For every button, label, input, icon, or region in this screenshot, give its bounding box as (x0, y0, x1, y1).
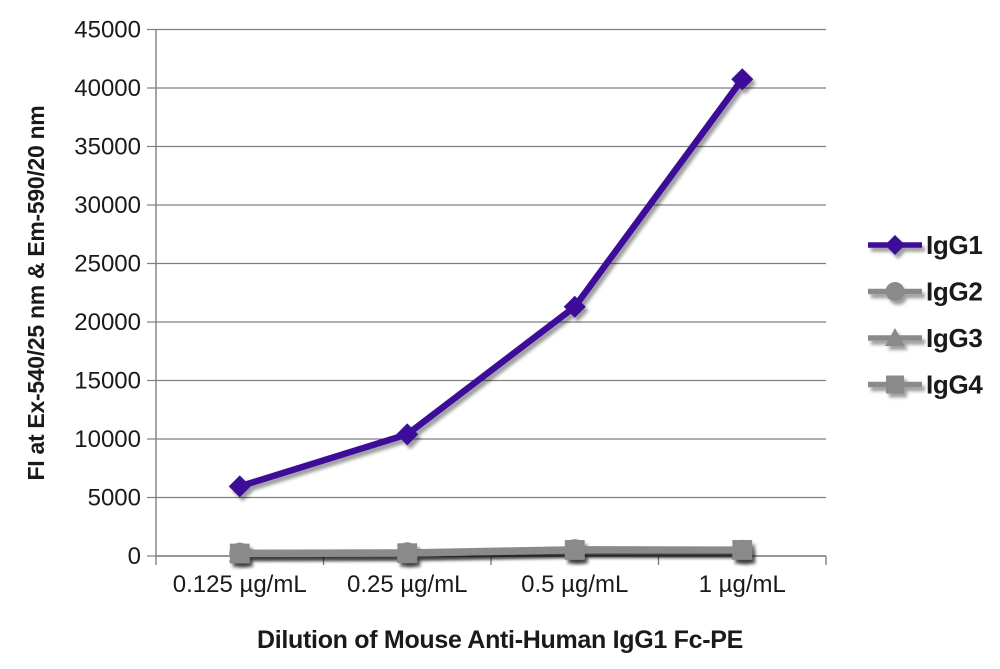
y-tick-label: 20000 (74, 309, 141, 336)
legend-label-IgG1: IgG1 (926, 230, 983, 260)
legend-marker-circle-icon (885, 282, 905, 301)
marker-IgG4-3 (732, 540, 753, 560)
marker-IgG4-1 (397, 543, 418, 564)
y-tick-label: 35000 (74, 134, 141, 161)
y-tick-label: 25000 (74, 251, 141, 278)
y-tick-label: 30000 (74, 192, 141, 219)
y-tick-label: 15000 (74, 368, 141, 395)
legend-swatch-IgG3 (868, 328, 922, 346)
marker-IgG4-0 (229, 543, 250, 564)
y-tick-label: 5000 (88, 485, 141, 512)
marker-IgG1-0 (228, 475, 251, 498)
legend-marker-diamond-icon (885, 235, 905, 255)
marker-IgG1-2 (563, 295, 586, 318)
gridlines-group (156, 28, 826, 557)
y-tick-label: 10000 (74, 426, 141, 453)
series-IgG4 (229, 540, 753, 564)
marker-IgG4-2 (564, 540, 585, 560)
marker-IgG1-1 (396, 423, 419, 446)
x-tick-label: 1 µg/mL (699, 571, 786, 598)
legend-swatch-IgG2 (868, 282, 922, 301)
legend-item-IgG4: IgG4 (868, 370, 984, 400)
tick-labels-group: 0 5000 10000 15000 20000 25000 30000 35000 40000… (74, 17, 786, 599)
series-line-IgG1 (238, 77, 745, 490)
y-tick-label: 45000 (74, 17, 141, 44)
y-tick-label: 0 (128, 543, 141, 570)
series-IgG1 (228, 68, 754, 498)
x-tick-label: 0.25 µg/mL (347, 571, 468, 598)
marker-IgG1-3 (731, 68, 754, 91)
legend-marker-triangle-icon (885, 328, 905, 346)
series-line-IgG4 (239, 546, 743, 558)
legend: IgG1 IgG2 IgG3 IgG4 (868, 230, 984, 400)
x-tick-label: 0.5 µg/mL (521, 571, 628, 598)
series-group (228, 68, 754, 564)
legend-item-IgG2: IgG2 (868, 277, 983, 307)
legend-marker-square-icon (886, 375, 904, 394)
y-tick-label: 40000 (74, 75, 141, 102)
x-axis-title: Dilution of Mouse Anti-Human IgG1 Fc-PE (257, 626, 743, 654)
legend-label-IgG3: IgG3 (926, 323, 983, 353)
legend-label-IgG4: IgG4 (926, 370, 983, 400)
legend-swatch-IgG1 (868, 235, 922, 255)
legend-swatch-IgG4 (868, 375, 922, 394)
legend-item-IgG1: IgG1 (868, 230, 983, 260)
x-tick-label: 0.125 µg/mL (173, 571, 307, 598)
legend-item-IgG3: IgG3 (868, 323, 983, 353)
legend-label-IgG2: IgG2 (926, 277, 983, 307)
y-axis-title: FI at Ex-540/25 nm & Em-590/20 nm (23, 106, 49, 481)
